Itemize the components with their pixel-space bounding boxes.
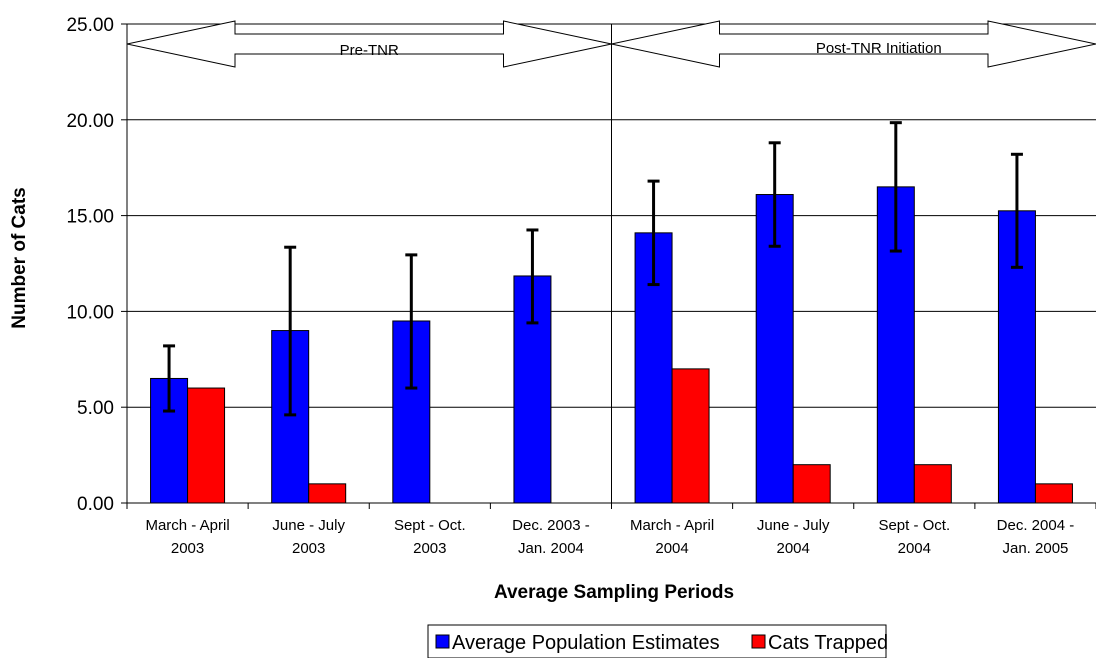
x-category-label: Sept - Oct. 2004 [878,517,950,557]
y-tick-label: 0.00 [77,494,114,515]
y-tick-label: 25.00 [66,15,114,36]
x-category-label: June - July 2003 [272,517,345,557]
post-tnr-arrow [611,20,1096,68]
x-category-labels: March - April 2003 June - July 2003 Sept - O… [145,517,1074,557]
x-category-label: March - April 2004 [630,517,714,557]
bar-trapped [913,464,952,504]
axes [126,24,1096,509]
bar-trapped [792,464,831,504]
post-tnr-label: Post-TNR Initiation [816,40,942,57]
error-bars [163,121,1023,417]
legend-box [427,624,887,658]
annotations: Pre-TNR Post-TNR Initiation [126,20,1096,503]
y-tick-label: 5.00 [77,398,114,419]
y-tick-labels: 0.00 5.00 10.00 15.00 20.00 25.00 [66,15,114,515]
bar-trapped [187,387,226,504]
x-category-label: March - April 2003 [145,517,229,557]
x-category-label: June - July 2004 [757,517,830,557]
bar-trapped [308,483,347,504]
bar-trapped [671,368,710,504]
legend-label-trapped: Cats Trapped [768,632,888,654]
bar-trapped [1034,483,1073,504]
bars [150,186,1073,504]
y-axis-title: Number of Cats [9,187,30,328]
y-tick-label: 10.00 [66,302,114,323]
x-category-label: Sept - Oct. 2003 [394,517,466,557]
y-tick-label: 15.00 [66,207,114,228]
legend-label-population: Average Population Estimates [452,632,720,654]
legend-swatch-trapped [751,634,766,649]
x-category-label: Dec. 2003 -Jan. 2004 [512,517,590,557]
x-category-label: Dec. 2004 -Jan. 2005 [997,517,1075,557]
x-axis-title: Average Sampling Periods [494,582,734,603]
gridlines [121,23,1096,504]
legend-swatch-population [435,634,450,649]
y-tick-label: 20.00 [66,111,114,132]
pre-tnr-label: Pre-TNR [340,42,399,59]
legend: Average Population Estimates Cats Trappe… [427,624,888,658]
